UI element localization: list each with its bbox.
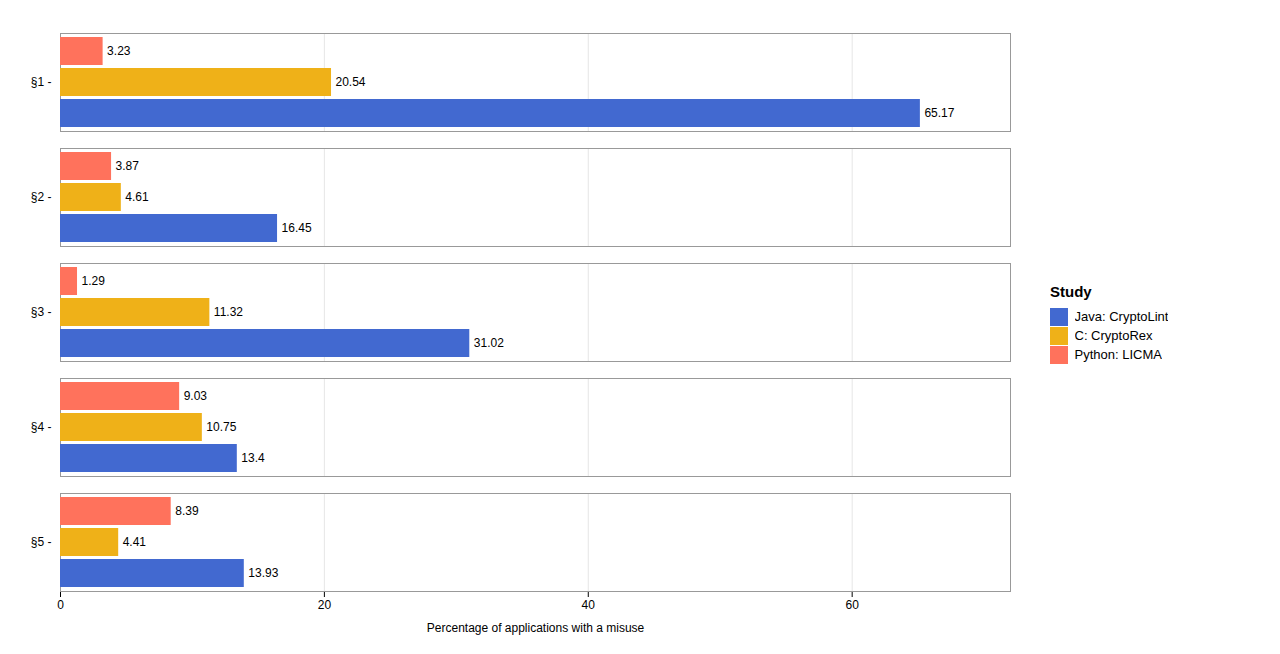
svg-text:20: 20 xyxy=(318,598,332,612)
svg-text:Percentage of applications wit: Percentage of applications with a misuse xyxy=(427,621,645,635)
html-text:Python: LICMA: Python: LICMA xyxy=(1074,347,1162,363)
svg-text:4.41: 4.41 xyxy=(123,535,147,549)
svg-text:13.4: 13.4 xyxy=(241,451,265,465)
svg-text:0: 0 xyxy=(57,598,64,612)
svg-text:13.93: 13.93 xyxy=(248,566,278,580)
svg-text:3.87: 3.87 xyxy=(116,159,140,173)
svg-text:60: 60 xyxy=(845,598,859,612)
html-text:C: CryptoRex: C: CryptoRex xyxy=(1074,328,1153,344)
svg-text:4.61: 4.61 xyxy=(125,190,149,204)
svg-text:1.29: 1.29 xyxy=(82,274,106,288)
svg-text:§4 -: §4 - xyxy=(31,420,52,434)
svg-text:3.23: 3.23 xyxy=(107,44,131,58)
svg-text:8.39: 8.39 xyxy=(175,504,199,518)
svg-text:11.32: 11.32 xyxy=(214,305,243,319)
svg-text:§1 -: §1 - xyxy=(31,75,52,89)
svg-text:31.02: 31.02 xyxy=(474,336,504,350)
svg-text:65.17: 65.17 xyxy=(924,106,954,120)
svg-text:§2 -: §2 - xyxy=(31,190,52,204)
html-text:Study: Study xyxy=(1050,282,1092,300)
svg-text:§3 -: §3 - xyxy=(31,305,52,319)
svg-text:40: 40 xyxy=(582,598,596,612)
svg-text:16.45: 16.45 xyxy=(282,221,312,235)
html-text:Java: CryptoLint: Java: CryptoLint xyxy=(1074,309,1169,325)
svg-text:§5 -: §5 - xyxy=(31,535,52,549)
svg-text:10.75: 10.75 xyxy=(206,420,236,434)
svg-text:9.03: 9.03 xyxy=(184,389,208,403)
svg-text:20.54: 20.54 xyxy=(336,75,366,89)
